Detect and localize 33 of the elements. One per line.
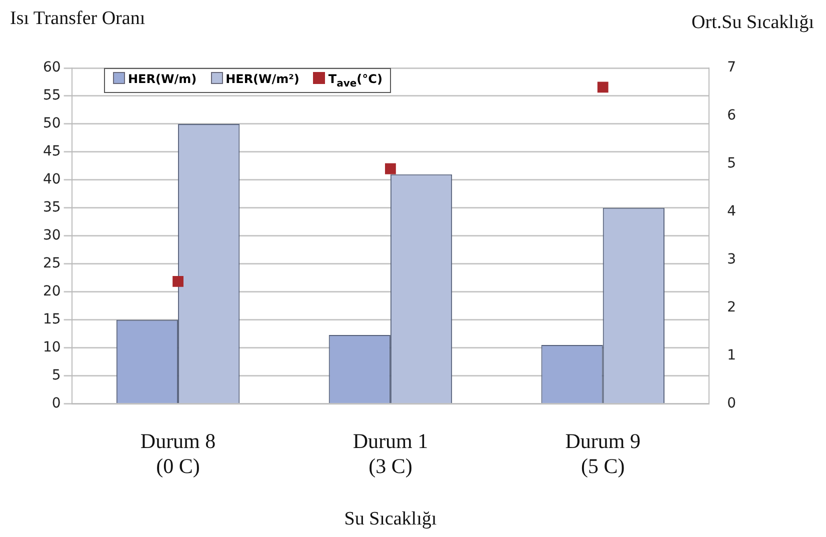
y2-tick-label: 2 [727, 300, 736, 316]
y-tick-label: 25 [42, 256, 61, 272]
legend-label: HER(W/m) [128, 72, 197, 86]
y2-tick-label: 7 [727, 60, 736, 76]
y2-tick-label: 5 [727, 156, 736, 172]
x-tick-label: Durum 8 (0 C) [140, 428, 216, 478]
legend-label: T$_{ave}$(°C) [328, 72, 382, 90]
y2-tick-label: 0 [727, 395, 736, 412]
x-tick-label: Durum 1 (3 C) [352, 428, 428, 478]
y-tick-label: 0 [52, 395, 61, 412]
x-tick-label: Durum 9 (5 C) [565, 428, 641, 478]
y-tick-label: 45 [42, 144, 61, 160]
y-axis-title: Isı Transfer Oranı [10, 8, 146, 30]
x-axis-title: Su Sıcaklığı [344, 508, 437, 530]
y2-tick-label: 3 [727, 252, 736, 268]
point [172, 276, 184, 287]
y-tick-label: 60 [42, 60, 61, 76]
y2-tick-label: 4 [727, 204, 736, 220]
point [597, 82, 608, 93]
legend-label: HER(W/m²) [226, 72, 300, 86]
y-tick-label: 30 [42, 228, 61, 244]
y2-tick-label: 1 [727, 347, 736, 364]
y-tick-label: 55 [42, 88, 61, 104]
y-tick-label: 20 [42, 284, 61, 300]
y-tick-label: 5 [52, 367, 61, 384]
point [385, 163, 396, 174]
y-tick-label: 50 [42, 116, 61, 132]
y-tick-label: 40 [42, 172, 61, 188]
y2-axis-title: Ort.Su Sıcaklığı [692, 12, 814, 34]
y-tick-label: 10 [42, 339, 61, 356]
y-tick-label: 15 [42, 311, 61, 328]
y2-tick-label: 6 [727, 108, 736, 124]
y-tick-label: 35 [42, 200, 61, 216]
